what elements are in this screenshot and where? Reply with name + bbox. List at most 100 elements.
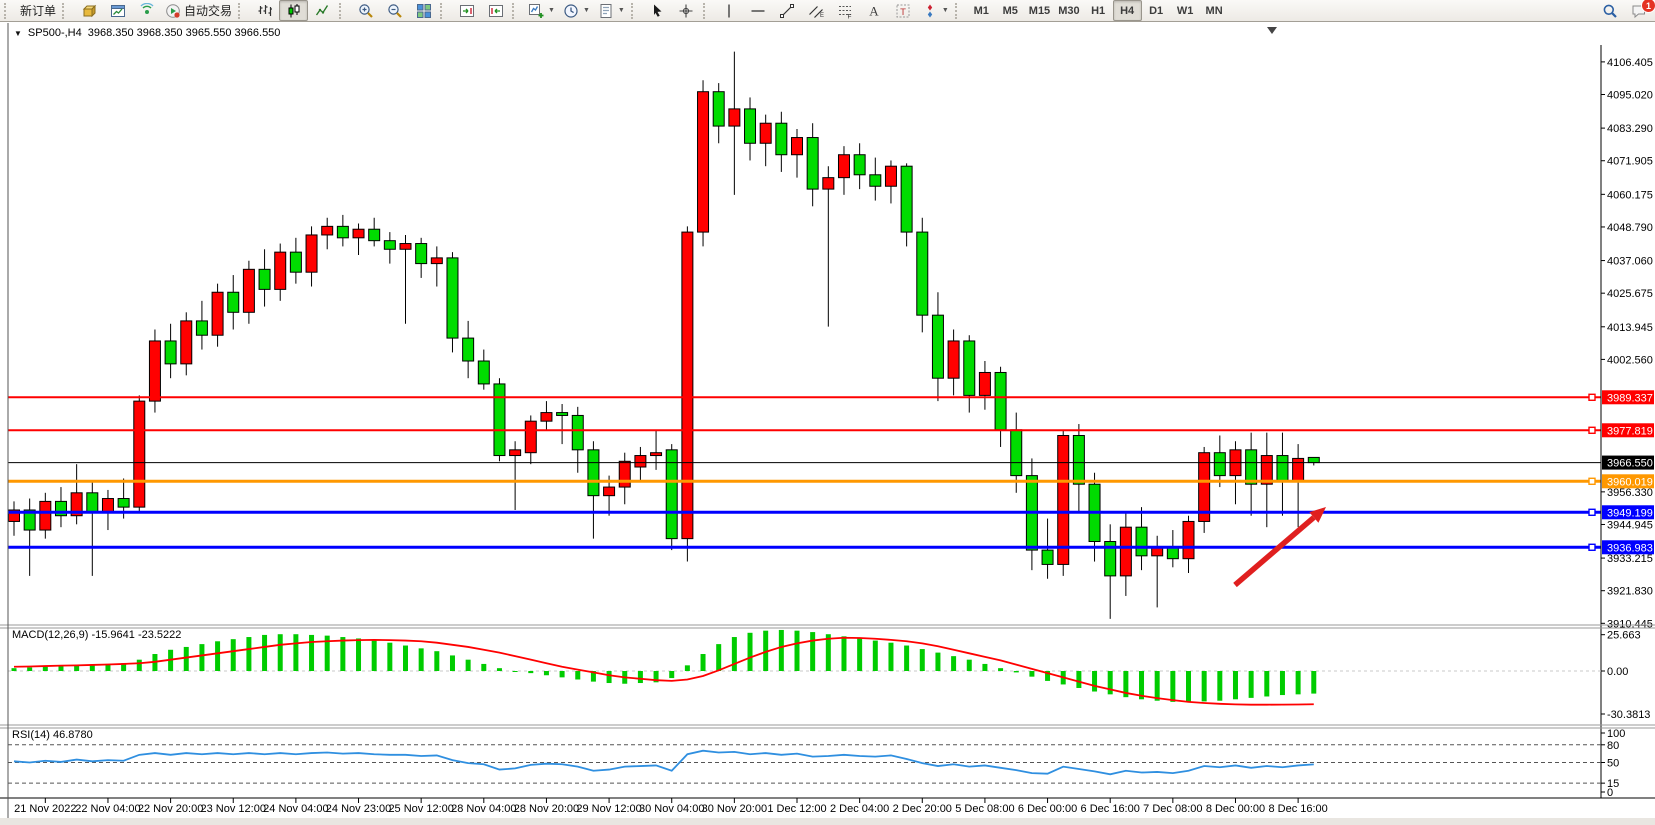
dropdown-caret-icon: ▼ bbox=[582, 7, 590, 14]
toolbar-grip bbox=[238, 2, 246, 19]
main-toolbar: 新订单 自动交易 ▼ ▼ ▼ E F A T ▼ M1 M5 M15 M30 H1 H4 D1 W1 MN 1 bbox=[0, 0, 1655, 22]
profile-button[interactable] bbox=[74, 0, 103, 21]
bar-chart-button[interactable] bbox=[250, 0, 279, 21]
search-button[interactable] bbox=[1595, 0, 1624, 21]
toolbar-grip bbox=[62, 2, 70, 19]
rsi-indicator-label: RSI(14) 46.8780 bbox=[12, 729, 93, 741]
svg-text:8 Dec 16:00: 8 Dec 16:00 bbox=[1268, 803, 1327, 815]
zoom-out-button[interactable] bbox=[380, 0, 409, 21]
timeframe-button-m1[interactable]: M1 bbox=[967, 0, 996, 21]
chart-shift-marker-icon[interactable] bbox=[1267, 27, 1277, 34]
svg-text:15: 15 bbox=[1607, 778, 1619, 790]
svg-text:8 Dec 00:00: 8 Dec 00:00 bbox=[1206, 803, 1265, 815]
svg-text:3936.983: 3936.983 bbox=[1607, 542, 1653, 554]
timeframe-label: D1 bbox=[1149, 4, 1164, 17]
toolbar-grip bbox=[630, 2, 639, 19]
text-button[interactable]: A bbox=[860, 0, 889, 21]
svg-text:0.00: 0.00 bbox=[1607, 666, 1628, 678]
zoomout-icon bbox=[387, 3, 402, 18]
cross-icon bbox=[679, 4, 693, 17]
svg-text:3966.550: 3966.550 bbox=[1607, 458, 1653, 470]
notifications-button[interactable]: 1 bbox=[1624, 0, 1655, 21]
macd-indicator-label: MACD(12,26,9) -15.9641 -23.5222 bbox=[12, 629, 182, 641]
timeframe-label: MN bbox=[1205, 4, 1223, 17]
svg-text:3956.330: 3956.330 bbox=[1607, 487, 1653, 499]
text-label-button[interactable]: T bbox=[889, 0, 918, 21]
hline-icon bbox=[751, 9, 765, 12]
svg-text:4095.020: 4095.020 bbox=[1607, 90, 1653, 102]
svg-text:1 Dec 12:00: 1 Dec 12:00 bbox=[767, 803, 826, 815]
svg-text:0: 0 bbox=[1607, 787, 1613, 799]
svg-text:6 Dec 00:00: 6 Dec 00:00 bbox=[1018, 803, 1077, 815]
toolbar-grip bbox=[339, 2, 347, 19]
timeframe-button-h4[interactable]: H4 bbox=[1112, 0, 1142, 21]
svg-text:3910.445: 3910.445 bbox=[1607, 618, 1653, 630]
timeframe-label: H4 bbox=[1120, 4, 1135, 17]
timeframe-button-w1[interactable]: W1 bbox=[1171, 0, 1200, 21]
horizontal-line-button[interactable] bbox=[744, 0, 773, 21]
svg-text:F: F bbox=[848, 13, 852, 19]
chart-shift-button[interactable] bbox=[481, 0, 510, 21]
svg-text:4048.790: 4048.790 bbox=[1607, 222, 1653, 234]
svg-text:3960.019: 3960.019 bbox=[1607, 476, 1653, 488]
cursor-button[interactable] bbox=[643, 0, 672, 21]
fibonacci-button[interactable]: F bbox=[831, 0, 860, 21]
toolbar-grip bbox=[4, 2, 12, 19]
timeframe-button-d1[interactable]: D1 bbox=[1142, 0, 1171, 21]
periods-button[interactable]: ▼ bbox=[559, 0, 594, 21]
macd-pane: 25.663 0.00 -30.3813 bbox=[8, 630, 1650, 721]
svg-text:30 Nov 04:00: 30 Nov 04:00 bbox=[639, 803, 704, 815]
svg-text:28 Nov 20:00: 28 Nov 20:00 bbox=[514, 803, 579, 815]
svg-text:3933.215: 3933.215 bbox=[1607, 553, 1653, 565]
crosshair-button[interactable] bbox=[672, 0, 701, 21]
svg-text:30 Nov 20:00: 30 Nov 20:00 bbox=[702, 803, 767, 815]
new-order-button[interactable]: 新订单 bbox=[16, 0, 60, 21]
timeframe-label: M30 bbox=[1058, 4, 1080, 17]
trend-arrow-annotation[interactable] bbox=[1233, 507, 1326, 588]
svg-text:22 Nov 20:00: 22 Nov 20:00 bbox=[138, 803, 203, 815]
arrows-icon bbox=[927, 4, 933, 17]
auto-scroll-button[interactable] bbox=[452, 0, 481, 21]
channel-button[interactable]: E bbox=[802, 0, 831, 21]
timeframe-button-mn[interactable]: MN bbox=[1200, 0, 1229, 21]
svg-text:100: 100 bbox=[1607, 728, 1625, 740]
timeframe-button-h1[interactable]: H1 bbox=[1084, 0, 1113, 21]
cursor-icon bbox=[654, 4, 662, 17]
svg-text:4013.945: 4013.945 bbox=[1607, 322, 1653, 334]
svg-text:4002.560: 4002.560 bbox=[1607, 354, 1653, 366]
vertical-line-button[interactable] bbox=[715, 0, 744, 21]
winchart-icon bbox=[110, 4, 125, 17]
timeframe-button-m15[interactable]: M15 bbox=[1025, 0, 1054, 21]
svg-text:7 Dec 08:00: 7 Dec 08:00 bbox=[1143, 803, 1202, 815]
chart-window-button[interactable] bbox=[103, 0, 132, 21]
cube-icon bbox=[82, 4, 96, 17]
svg-text:22 Nov 04:00: 22 Nov 04:00 bbox=[75, 803, 140, 815]
zoom-in-button[interactable] bbox=[351, 0, 380, 21]
chartshift-icon bbox=[488, 4, 503, 17]
dropdown-caret-icon: ▼ bbox=[548, 7, 555, 14]
tile-windows-button[interactable] bbox=[409, 0, 438, 21]
svg-text:3949.199: 3949.199 bbox=[1607, 507, 1653, 519]
chart-symbol-period: SP500-,H4 bbox=[27, 27, 82, 39]
svg-text:T: T bbox=[900, 6, 906, 17]
timeframe-button-m30[interactable]: M30 bbox=[1054, 0, 1083, 21]
templates-button[interactable]: ▼ bbox=[594, 0, 629, 21]
timeframe-button-m5[interactable]: M5 bbox=[996, 0, 1025, 21]
chart-header: ▼ SP500-,H4 3968.350 3968.350 3965.550 3… bbox=[14, 27, 280, 39]
timeframe-label: H1 bbox=[1091, 4, 1106, 17]
svg-text:80: 80 bbox=[1607, 740, 1619, 752]
horizontal-price-lines[interactable] bbox=[8, 393, 1601, 551]
signal-button[interactable] bbox=[132, 0, 161, 21]
addind-icon bbox=[529, 3, 544, 18]
svg-text:2 Dec 20:00: 2 Dec 20:00 bbox=[893, 803, 952, 815]
chart-menu-triangle-icon[interactable]: ▼ bbox=[14, 28, 22, 38]
trendline-button[interactable] bbox=[773, 0, 802, 21]
auto-trading-button[interactable]: 自动交易 bbox=[161, 0, 236, 21]
candlestick-chart-button[interactable] bbox=[279, 0, 309, 21]
line-chart-button[interactable] bbox=[308, 0, 337, 21]
svg-text:28 Nov 04:00: 28 Nov 04:00 bbox=[451, 803, 516, 815]
arrows-button[interactable]: ▼ bbox=[918, 0, 953, 21]
indicators-button[interactable]: ▼ bbox=[524, 0, 559, 21]
